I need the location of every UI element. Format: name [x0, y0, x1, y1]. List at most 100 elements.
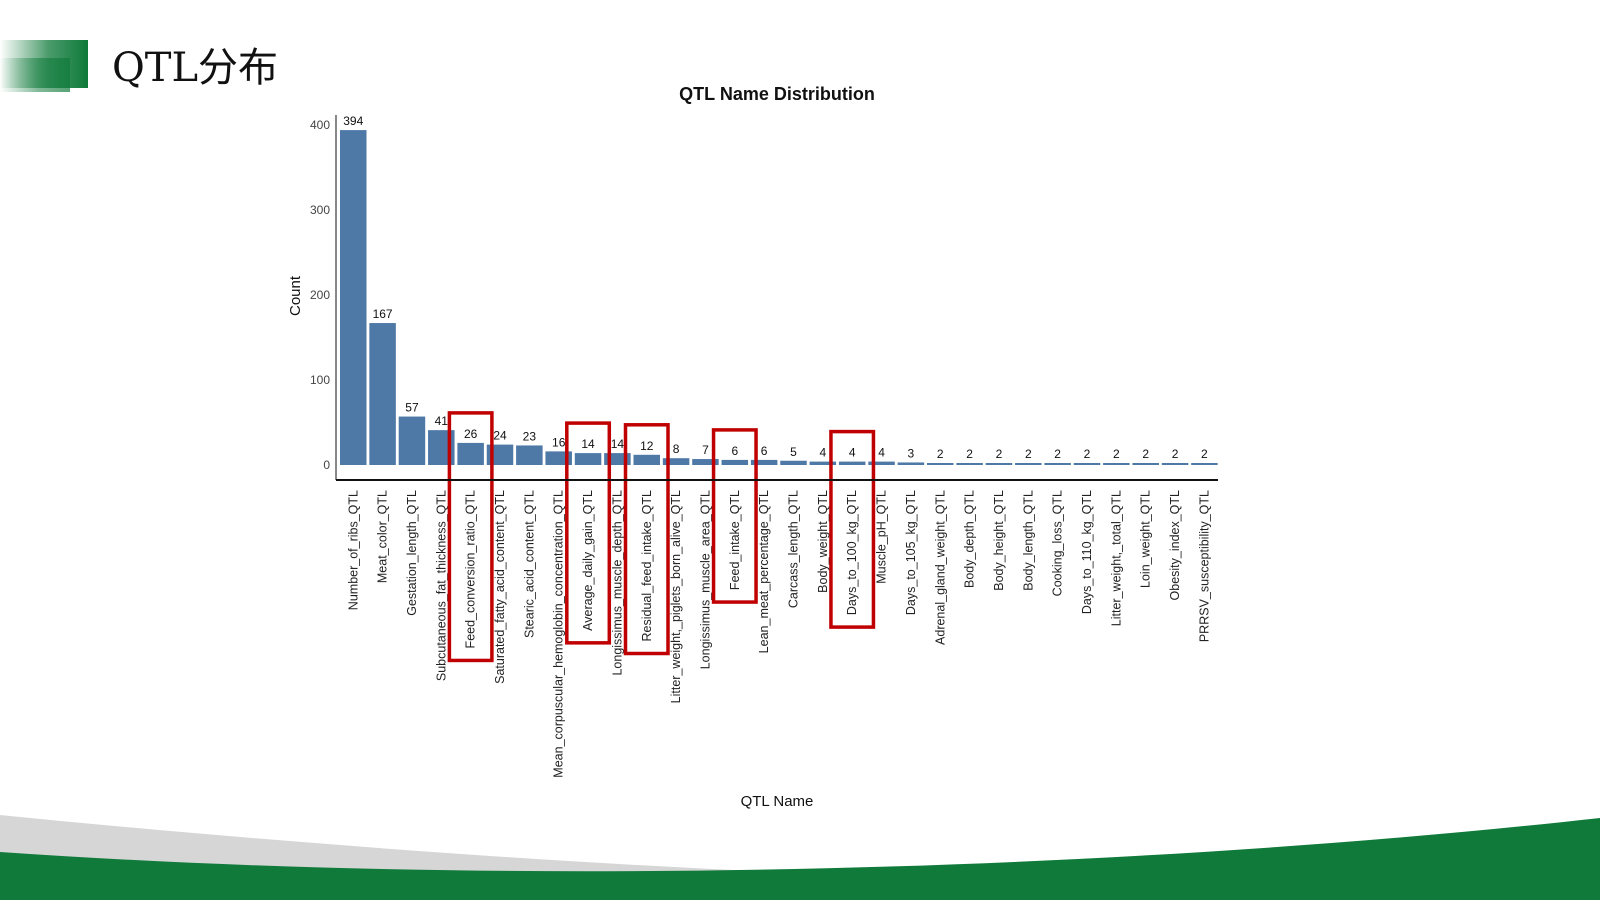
bar: [457, 442, 484, 465]
x-tick-label: Feed_conversion_ratio_QTL: [464, 490, 478, 648]
bar-value-label: 41: [435, 414, 449, 428]
x-tick-label: Cooking_loss_QTL: [1051, 490, 1065, 596]
y-tick-label: 300: [310, 203, 330, 217]
x-tick-label: Longissimus_muscle_depth_QTL: [610, 490, 624, 676]
bar: [633, 454, 660, 465]
bar-value-label: 6: [731, 444, 738, 458]
x-tick-label: Adrenal_gland_weight_QTL: [933, 490, 947, 645]
y-axis-label: Count: [287, 275, 304, 316]
bar: [1103, 463, 1130, 465]
highlight-boxes: [447, 411, 876, 663]
bar-value-label: 6: [761, 444, 768, 458]
highlight-box: [711, 428, 758, 604]
x-tick-label: Saturated_fatty_acid_content_QTL: [493, 490, 507, 684]
x-tick-label: Meat_color_QTL: [376, 490, 390, 583]
bar: [721, 459, 749, 465]
bar: [1161, 463, 1189, 465]
x-tick-label: Loin_weight_QTL: [1139, 490, 1153, 588]
bar: [1191, 463, 1218, 465]
bar: [750, 459, 778, 465]
bar-value-label: 2: [1172, 447, 1179, 461]
bar-value-label: 2: [966, 447, 973, 461]
bar: [1044, 463, 1071, 465]
bar-value-label: 2: [937, 447, 944, 461]
x-tick-label: Days_to_100_kg_QTL: [845, 490, 859, 615]
x-tick-label: Longissimus_muscle_area_QTL: [698, 490, 712, 669]
x-tick-label: Lean_meat_percentage_QTL: [757, 490, 771, 653]
bar: [662, 458, 690, 465]
bar: [1132, 463, 1159, 465]
bar: [604, 453, 631, 465]
slide-title: QTL分布: [112, 45, 279, 91]
data-labels: 394 167 57 41 26 24 23 16 14 14 12 8 7 6 6 5 4 4 4 3 2 2 2 2 2 2 2…: [343, 114, 1208, 461]
header-accent: [0, 40, 88, 92]
y-axis-ticks: 0 100 200 300 400: [310, 118, 330, 472]
bar-value-label: 2: [1054, 447, 1061, 461]
y-tick-label: 0: [323, 458, 330, 472]
bar-value-label: 3: [908, 446, 915, 460]
bar-value-label: 2: [1201, 447, 1208, 461]
bar: [1073, 463, 1101, 465]
bar: [398, 416, 426, 465]
highlight-box: [829, 429, 876, 629]
x-tick-label: PRRSV_susceptibility_QTL: [1197, 490, 1211, 642]
x-tick-label: Obesity_index_QTL: [1168, 490, 1182, 601]
x-tick-label: Body_height_QTL: [992, 490, 1006, 591]
x-tick-label: Mean_corpuscular_hemoglobin_concentratio…: [552, 490, 566, 778]
bar-value-label: 5: [790, 445, 797, 459]
highlight-box: [565, 421, 612, 645]
bar-value-label: 167: [373, 307, 393, 321]
x-tick-label: Gestation_length_QTL: [405, 490, 419, 616]
bar-value-label: 2: [1113, 447, 1120, 461]
x-axis-tick-labels: Number_of_ribs_QTL Meat_color_QTL Gestatio…: [346, 490, 1211, 778]
x-tick-label: Body_depth_QTL: [963, 490, 977, 588]
bar: [574, 453, 602, 465]
bar: [897, 462, 925, 465]
bar-value-label: 26: [464, 427, 478, 441]
bar-value-label: 2: [996, 447, 1003, 461]
bar: [1015, 463, 1042, 465]
y-tick-label: 100: [310, 373, 330, 387]
x-tick-label: Stearic_acid_content_QTL: [522, 490, 536, 638]
x-tick-label: Body_length_QTL: [1021, 490, 1035, 591]
x-tick-label: Body_weight_QTL: [816, 490, 830, 593]
bar: [838, 461, 866, 465]
bar-value-label: 2: [1084, 447, 1091, 461]
x-tick-label: Days_to_105_kg_QTL: [904, 490, 918, 615]
bar: [956, 463, 983, 465]
footer-wave: [0, 815, 1600, 900]
bar: [809, 461, 837, 465]
bar-value-label: 14: [611, 437, 625, 451]
x-tick-label: Residual_feed_intake_QTL: [640, 490, 654, 642]
bar: [369, 323, 396, 465]
y-tick-label: 200: [310, 288, 330, 302]
x-tick-label: Average_daily_gain_QTL: [581, 490, 595, 631]
bar: [340, 130, 367, 465]
bar-value-label: 23: [523, 429, 537, 443]
bar-value-label: 4: [820, 446, 827, 460]
bar-value-label: 12: [640, 439, 654, 453]
bar-value-label: 14: [581, 437, 595, 451]
bar: [927, 463, 954, 465]
bar-value-label: 8: [673, 442, 680, 456]
bar-value-label: 57: [405, 401, 419, 415]
chart-title: QTL Name Distribution: [679, 84, 875, 104]
x-tick-label: Subcutaneous_fat_thickness_QTL: [434, 490, 448, 681]
bar: [692, 459, 719, 465]
bars: [340, 130, 1218, 465]
x-tick-label: Days_to_110_kg_QTL: [1080, 490, 1094, 614]
bar: [985, 463, 1013, 465]
x-axis-label: QTL Name: [741, 793, 814, 810]
x-tick-label: Litter_weight,_piglets_born_alive_QTL: [669, 490, 683, 703]
highlight-box: [623, 423, 670, 656]
x-tick-label: Litter_weight,_total_QTL: [1109, 490, 1123, 626]
bar-value-label: 394: [343, 114, 363, 128]
bar: [780, 460, 807, 465]
bar-value-label: 16: [552, 435, 566, 449]
highlight-box: [447, 411, 494, 663]
bar-value-label: 2: [1142, 447, 1149, 461]
x-tick-label: Muscle_pH_QTL: [875, 490, 889, 584]
bar-value-label: 7: [702, 443, 709, 457]
